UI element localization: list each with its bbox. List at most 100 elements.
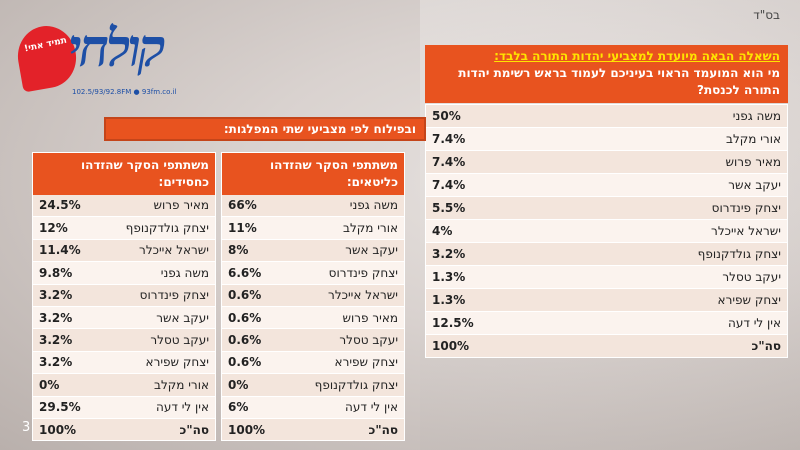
row-label: יעקב אשר bbox=[92, 306, 216, 330]
row-label: מאיר פרוש bbox=[493, 150, 788, 174]
row-label: אין לי דעה bbox=[92, 396, 216, 419]
table-row: אין לי דעה 29.5% bbox=[32, 396, 216, 419]
row-value: 4% bbox=[425, 219, 494, 243]
row-value: 0.6% bbox=[221, 306, 282, 330]
row-value: 3.2% bbox=[32, 284, 93, 307]
row-value: 6% bbox=[221, 396, 282, 419]
row-value: 100% bbox=[32, 418, 93, 442]
row-value: 1.3% bbox=[425, 288, 494, 312]
row-value: 11.4% bbox=[32, 239, 93, 263]
row-label: יצחק שפירא bbox=[92, 351, 216, 375]
row-label: יצחק פינדרוס bbox=[92, 284, 216, 307]
row-label: מאיר פרוש bbox=[92, 194, 216, 218]
table-row: יעקב טסלר 1.3% bbox=[425, 265, 788, 289]
row-label: יעקב אשר bbox=[493, 173, 788, 197]
table-row: יצחק גולדקנופף 3.2% bbox=[425, 242, 788, 266]
row-value: 29.5% bbox=[32, 396, 93, 419]
row-value: 1.3% bbox=[425, 265, 494, 289]
row-value: 9.8% bbox=[32, 261, 93, 285]
row-label: יעקב טסלר bbox=[493, 265, 788, 289]
table-row: אין לי דעה 6% bbox=[221, 396, 405, 419]
row-label: סה"כ bbox=[493, 334, 788, 358]
table-row: יעקב אשר 7.4% bbox=[425, 173, 788, 197]
row-label: סה"כ bbox=[92, 418, 216, 442]
row-value: 66% bbox=[221, 194, 282, 218]
row-label: יצחק פינדרוס bbox=[493, 196, 788, 220]
row-label: אין לי דעה bbox=[281, 396, 405, 419]
row-value: 12.5% bbox=[425, 311, 494, 335]
row-label: אורי מקלב bbox=[92, 373, 216, 397]
table-row: אין לי דעה 12.5% bbox=[425, 311, 788, 335]
row-label: אין לי דעה bbox=[493, 311, 788, 335]
row-label: סה"כ bbox=[281, 418, 405, 442]
row-label: אורי מקלב bbox=[493, 127, 788, 151]
row-value: 3.2% bbox=[32, 328, 93, 352]
hasidim-table: משתתפי הסקר שהזדהו כחסידים: מאיר פרוש 24.… bbox=[32, 152, 216, 442]
table-row: ישראל אייכלר 0.6% bbox=[221, 284, 405, 307]
row-value: 11% bbox=[221, 216, 282, 240]
table-row: מאיר פרוש 24.5% bbox=[32, 194, 216, 218]
table-row: אורי מקלב 11% bbox=[221, 216, 405, 240]
table-row: יעקב אשר 8% bbox=[221, 239, 405, 263]
table-row: ישראל אייכלר 4% bbox=[425, 219, 788, 243]
row-value: 50% bbox=[425, 104, 494, 128]
table-row: ישראל אייכלר 11.4% bbox=[32, 239, 216, 263]
row-label: משה גפני bbox=[92, 261, 216, 285]
table-row: אורי מקלב 0% bbox=[32, 373, 216, 397]
table-row: יצחק שפירא 0.6% bbox=[221, 351, 405, 375]
row-label: יעקב טסלר bbox=[281, 328, 405, 352]
row-value: 7.4% bbox=[425, 127, 494, 151]
row-value: 3.2% bbox=[32, 351, 93, 375]
row-value: 3.2% bbox=[425, 242, 494, 266]
question-intro: השאלה הבאה מיועדת למצביעי יהדות התורה בל… bbox=[494, 49, 780, 63]
row-label: יעקב אשר bbox=[281, 239, 405, 263]
row-value: 100% bbox=[221, 418, 282, 442]
question-box: השאלה הבאה מיועדת למצביעי יהדות התורה בל… bbox=[425, 45, 788, 103]
table-row: יצחק פינדרוס 5.5% bbox=[425, 196, 788, 220]
row-value: 24.5% bbox=[32, 194, 93, 218]
table-row: אורי מקלב 7.4% bbox=[425, 127, 788, 151]
row-label: אורי מקלב bbox=[281, 216, 405, 240]
table-row: יצחק שפירא 1.3% bbox=[425, 288, 788, 312]
litaim-header: משתתפי הסקר שהזדהו כליטאים: bbox=[221, 152, 405, 195]
table-row: מאיר פרוש 0.6% bbox=[221, 306, 405, 330]
table-row: משה גפני 9.8% bbox=[32, 261, 216, 285]
row-value: 0% bbox=[221, 373, 282, 397]
logo-name: קולחי bbox=[68, 18, 166, 79]
main-results-table: משה גפני 50% אורי מקלב 7.4% מאיר פרוש 7.4% יעק… bbox=[425, 104, 788, 358]
question-text: מי הוא המועמד הראוי בעיניכם לעמוד בראש ר… bbox=[458, 66, 780, 97]
row-label: יצחק גולדקנופף bbox=[281, 373, 405, 397]
total-row: סה"כ 100% bbox=[32, 418, 216, 442]
table-row: יעקב טסלר 3.2% bbox=[32, 328, 216, 352]
table-row: יעקב טסלר 0.6% bbox=[221, 328, 405, 352]
table-row: יעקב אשר 3.2% bbox=[32, 306, 216, 330]
table-row: יצחק גולדקנופף 0% bbox=[221, 373, 405, 397]
total-row: סה"כ 100% bbox=[221, 418, 405, 442]
row-label: יצחק פינדרוס bbox=[281, 261, 405, 285]
row-value: 0% bbox=[32, 373, 93, 397]
row-value: 6.6% bbox=[221, 261, 282, 285]
row-value: 0.6% bbox=[221, 328, 282, 352]
table-row: מאיר פרוש 7.4% bbox=[425, 150, 788, 174]
bsd-label: בס"ד bbox=[753, 8, 780, 22]
row-value: 7.4% bbox=[425, 150, 494, 174]
row-label: ישראל אייכלר bbox=[281, 284, 405, 307]
row-label: ישראל אייכלר bbox=[493, 219, 788, 243]
row-label: יצחק גולדקנופף bbox=[493, 242, 788, 266]
table-row: יצחק פינדרוס 3.2% bbox=[32, 284, 216, 307]
table-row: יצחק גולדקנופף 12% bbox=[32, 216, 216, 240]
total-row: סה"כ 100% bbox=[425, 334, 788, 358]
radio-logo: תמיד אתי! קולחי 102.5/93/92.8FM ● 93fm.c… bbox=[10, 10, 176, 105]
breakdown-title: ובפילוח לפי מצביעי שתי המפלגות: bbox=[104, 117, 426, 141]
table-row: יצחק פינדרוס 6.6% bbox=[221, 261, 405, 285]
row-value: 100% bbox=[425, 334, 494, 358]
row-value: 12% bbox=[32, 216, 93, 240]
table-row: יצחק שפירא 3.2% bbox=[32, 351, 216, 375]
row-label: משה גפני bbox=[493, 104, 788, 128]
row-label: יצחק גולדקנופף bbox=[92, 216, 216, 240]
row-label: יצחק שפירא bbox=[493, 288, 788, 312]
row-value: 8% bbox=[221, 239, 282, 263]
litaim-table: משתתפי הסקר שהזדהו כליטאים: משה גפני 66% א… bbox=[221, 152, 405, 442]
row-value: 0.6% bbox=[221, 351, 282, 375]
row-value: 3.2% bbox=[32, 306, 93, 330]
